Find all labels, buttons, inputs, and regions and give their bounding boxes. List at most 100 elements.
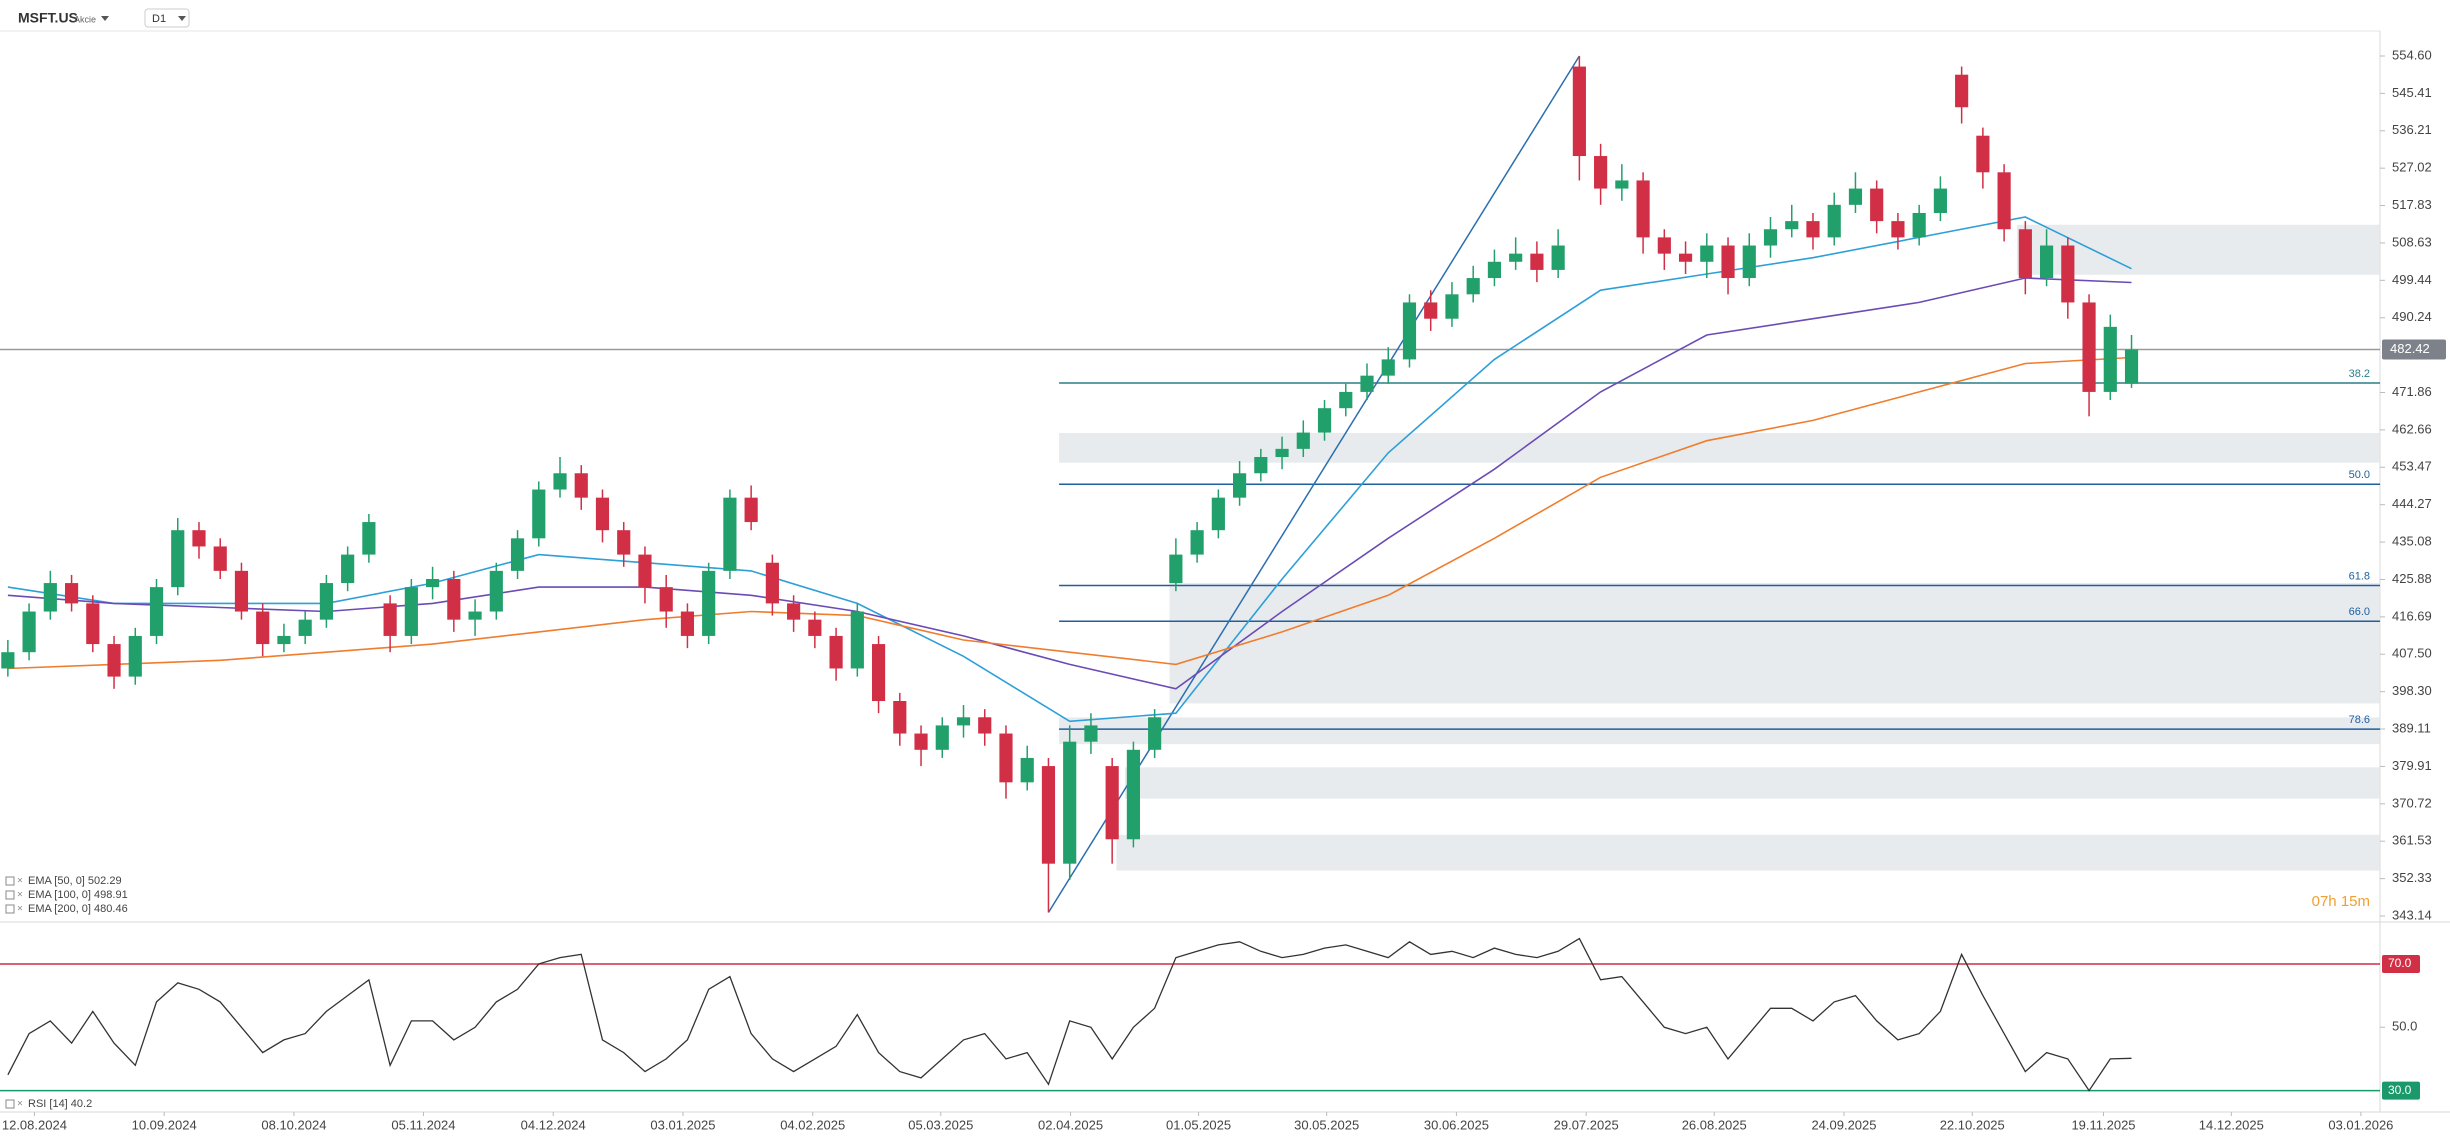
candle-body xyxy=(1,652,15,669)
candle-body xyxy=(1933,188,1947,213)
candle-body xyxy=(999,733,1013,783)
x-tick-label: 03.01.2026 xyxy=(2328,1117,2393,1132)
y-tick-label: 499.44 xyxy=(2392,272,2432,287)
candle-body xyxy=(1594,156,1608,189)
candle-body xyxy=(1190,530,1204,555)
ema-line xyxy=(7,277,2132,690)
legend-close: × xyxy=(17,890,23,901)
candle-body xyxy=(1551,245,1565,270)
fib-label: 66.0 xyxy=(2349,606,2370,618)
candle-body xyxy=(213,546,227,571)
candle-body xyxy=(1572,66,1586,157)
x-tick-label: 04.02.2025 xyxy=(780,1117,845,1132)
candle-body xyxy=(383,603,397,636)
candle-body xyxy=(510,538,525,571)
candle-body xyxy=(298,619,312,636)
candle-body xyxy=(404,587,418,636)
candle-body xyxy=(22,611,36,653)
y-tick-label: 416.69 xyxy=(2392,608,2432,623)
candle-body xyxy=(1275,448,1289,457)
candle-body xyxy=(1084,725,1098,742)
y-tick-label: 471.86 xyxy=(2392,384,2432,399)
candle-body xyxy=(1721,245,1735,279)
candle-body xyxy=(1678,253,1693,262)
candle-body xyxy=(1360,375,1374,392)
candle-body xyxy=(659,587,673,612)
candle-body xyxy=(1063,741,1077,864)
x-tick-label: 05.11.2024 xyxy=(391,1117,455,1132)
x-tick-label: 10.09.2024 xyxy=(132,1117,197,1132)
rsi-level-box xyxy=(2382,1081,2420,1100)
y-tick-label: 554.60 xyxy=(2392,47,2432,62)
candle-body xyxy=(723,497,737,571)
y-tick-label: 462.66 xyxy=(2392,421,2432,436)
x-tick-label: 05.03.2025 xyxy=(908,1117,973,1132)
legend-label: EMA [200, 0] 480.46 xyxy=(28,903,128,915)
candle-body xyxy=(1785,221,1799,230)
candle-body xyxy=(489,570,503,612)
fib-label: 50.0 xyxy=(2349,469,2370,481)
x-tick-label: 19.11.2025 xyxy=(2071,1117,2135,1132)
rsi-tick-label: 30.0 xyxy=(2388,1083,2412,1097)
candle-body xyxy=(1466,278,1480,295)
candle-body xyxy=(43,583,57,612)
y-tick-label: 545.41 xyxy=(2392,85,2432,100)
ema-line xyxy=(7,216,2132,723)
candle-body xyxy=(1317,408,1332,433)
rsi-level-box xyxy=(2382,954,2420,973)
timeframe-dropdown xyxy=(178,16,186,21)
candle-body xyxy=(829,635,843,669)
candle-body xyxy=(1509,253,1523,262)
candle-body xyxy=(1806,221,1820,238)
candle-body xyxy=(1976,135,1990,173)
x-tick-label: 03.01.2025 xyxy=(650,1117,715,1132)
candle-body xyxy=(107,644,121,677)
zone xyxy=(1116,834,2380,871)
x-tick-label: 22.10.2025 xyxy=(1940,1117,2005,1132)
y-tick-label: 370.72 xyxy=(2392,795,2432,810)
symbol-dropdown[interactable] xyxy=(101,16,109,21)
candle-body xyxy=(532,489,546,539)
y-tick-label: 352.33 xyxy=(2392,870,2432,885)
candle-body xyxy=(1700,245,1714,262)
candle-body xyxy=(362,522,376,555)
candle-body xyxy=(1381,359,1395,376)
candle-body xyxy=(893,701,907,734)
y-tick-label: 398.30 xyxy=(2392,683,2432,698)
x-tick-label: 02.04.2025 xyxy=(1038,1117,1103,1132)
candle-body xyxy=(1211,497,1225,531)
y-tick-label: 517.83 xyxy=(2392,197,2432,212)
candle-body xyxy=(1530,253,1544,270)
rsi-line xyxy=(7,937,2132,1092)
candle-body xyxy=(2103,326,2117,392)
symbol[interactable]: MSFT.US xyxy=(18,10,78,26)
x-tick-label: 08.10.2024 xyxy=(261,1117,326,1132)
legend-icon xyxy=(5,1099,15,1109)
candle-body xyxy=(935,725,949,750)
y-tick-label: 389.11 xyxy=(2392,720,2431,735)
candle-body xyxy=(787,603,801,620)
candle-body xyxy=(86,603,100,645)
candle-body xyxy=(808,619,822,636)
zones xyxy=(1059,224,2380,871)
candle-body xyxy=(1955,74,1969,108)
timeframe[interactable]: D1 xyxy=(152,13,166,25)
y-tick-label: 536.21 xyxy=(2392,122,2432,137)
y-tick-label: 508.63 xyxy=(2392,234,2432,249)
candle-body xyxy=(978,717,992,734)
candle-body xyxy=(1254,456,1268,474)
legend-icon xyxy=(5,890,15,900)
candle-body xyxy=(2082,302,2096,392)
legend-icon xyxy=(5,876,15,886)
x-tick-label: 29.07.2025 xyxy=(1554,1117,1619,1132)
fib-label: 61.8 xyxy=(2349,570,2370,582)
timeframe-box[interactable] xyxy=(144,8,190,28)
legend-close: × xyxy=(17,876,23,887)
candle-body xyxy=(2061,245,2075,303)
candle-body xyxy=(1997,172,2011,230)
y-tick-label: 527.02 xyxy=(2392,160,2432,175)
asset-class: Akcie xyxy=(74,14,96,24)
candle-body xyxy=(1424,302,1438,319)
candle-body xyxy=(1169,554,1183,584)
